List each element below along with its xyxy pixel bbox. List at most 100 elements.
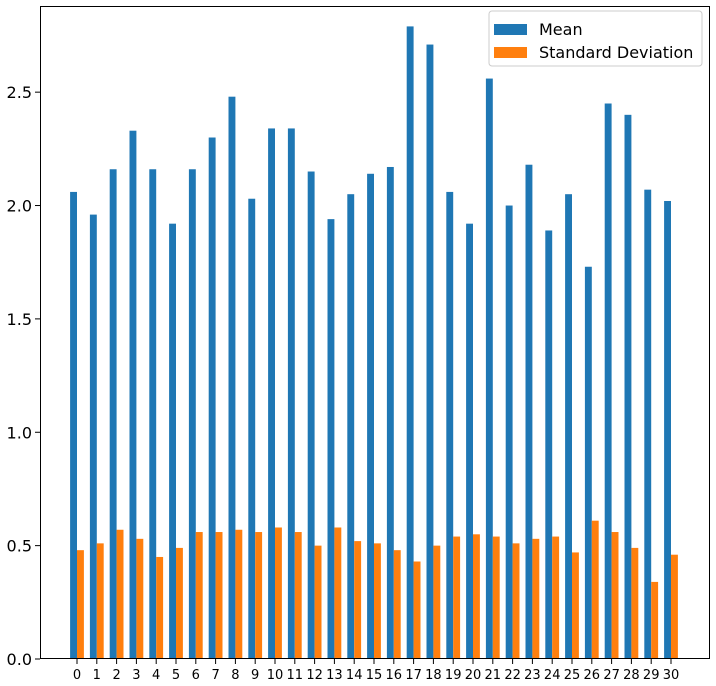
bar [268, 128, 275, 659]
series-mean [70, 26, 671, 660]
x-tick-label: 25 [564, 668, 581, 683]
x-tick-label: 8 [231, 668, 239, 683]
y-tick-label: 2.0 [7, 197, 32, 216]
x-tick-label: 17 [405, 668, 422, 683]
y-tick-label: 1.5 [7, 310, 32, 329]
x-tick-label: 2 [112, 668, 120, 683]
x-tick-label: 10 [267, 668, 284, 683]
bar [156, 556, 164, 659]
x-tick-label: 14 [346, 668, 363, 683]
bar [287, 128, 295, 659]
x-tick-label: 21 [485, 668, 502, 683]
bar [512, 543, 520, 659]
bar [584, 266, 592, 659]
x-tick-label: 3 [132, 668, 140, 683]
bar [294, 532, 302, 659]
bar [466, 223, 473, 660]
plot-frame [40, 6, 710, 659]
x-tick-label: 24 [544, 668, 561, 683]
bar [651, 581, 659, 659]
bar [70, 191, 77, 660]
bar [505, 205, 513, 659]
bar [347, 194, 355, 659]
bar [215, 532, 223, 659]
bar [116, 529, 124, 659]
x-tick-label: 23 [524, 668, 541, 683]
x-tick-label: 1 [93, 668, 101, 683]
bar [446, 191, 454, 660]
bar [393, 550, 401, 659]
x-tick-label: 15 [366, 668, 383, 683]
x-tick-label: 16 [386, 668, 403, 683]
x-tick-label: 22 [504, 668, 521, 683]
bar [453, 536, 461, 659]
x-axis: 0 1 2 3 4 5 6 7 8 9 10 11 12 13 14 15 16 17 18 19 20 21 22 23 24… [73, 659, 679, 683]
bar [671, 554, 678, 659]
x-tick-label: 29 [643, 668, 660, 683]
x-tick-label: 20 [465, 668, 482, 683]
bar [208, 137, 216, 659]
bar [136, 538, 144, 659]
bar [235, 529, 243, 659]
bar [664, 200, 671, 660]
bar [334, 527, 342, 659]
series-standard-deviation [77, 520, 678, 659]
bar [413, 561, 421, 659]
bar [149, 169, 157, 659]
x-tick-label: 11 [287, 668, 304, 683]
x-tick-label: 26 [584, 668, 601, 683]
x-tick-label: 7 [211, 668, 219, 683]
legend-swatch [494, 47, 527, 58]
x-tick-label: 30 [663, 668, 680, 683]
bar [248, 198, 256, 660]
bar [367, 173, 374, 659]
x-tick-label: 9 [251, 668, 259, 683]
bar [176, 547, 183, 659]
bar [473, 534, 480, 659]
x-tick-label: 0 [73, 668, 81, 683]
x-tick-label: 6 [192, 668, 200, 683]
bar [545, 230, 553, 659]
bar [591, 520, 599, 659]
y-axis: 0.0 0.5 1.0 1.5 2.0 2.5 [7, 83, 40, 669]
bar [426, 44, 434, 660]
bar [354, 541, 362, 659]
bar [307, 171, 315, 659]
bar [96, 543, 104, 659]
bar [275, 527, 282, 659]
x-tick-label: 27 [603, 668, 620, 683]
x-tick-label: 4 [152, 668, 160, 683]
bar [188, 169, 196, 659]
bar [255, 532, 263, 659]
legend: Mean Standard Deviation [488, 10, 703, 67]
bar [644, 189, 652, 659]
bar [129, 130, 137, 659]
x-tick-label: 12 [306, 668, 323, 683]
bar [611, 532, 619, 659]
bar [406, 26, 414, 660]
x-tick-label: 28 [623, 668, 640, 683]
bar [169, 223, 176, 660]
bar [492, 536, 500, 659]
x-tick-label: 13 [326, 668, 343, 683]
bar [89, 214, 97, 659]
legend-label: Mean [539, 20, 583, 39]
bar [228, 96, 236, 659]
bar [77, 550, 84, 659]
bar [631, 547, 639, 659]
y-tick-label: 0.5 [7, 537, 32, 556]
bar [314, 545, 322, 659]
bar [525, 164, 533, 659]
y-tick-label: 1.0 [7, 423, 32, 442]
bar [552, 536, 560, 659]
y-tick-label: 2.5 [7, 83, 32, 102]
bar [374, 543, 381, 659]
plot-area [40, 6, 710, 660]
bar [109, 169, 117, 659]
x-tick-label: 5 [172, 668, 180, 683]
bar [386, 166, 394, 660]
bar [604, 103, 612, 659]
legend-box [488, 10, 703, 67]
x-tick-label: 18 [425, 668, 442, 683]
